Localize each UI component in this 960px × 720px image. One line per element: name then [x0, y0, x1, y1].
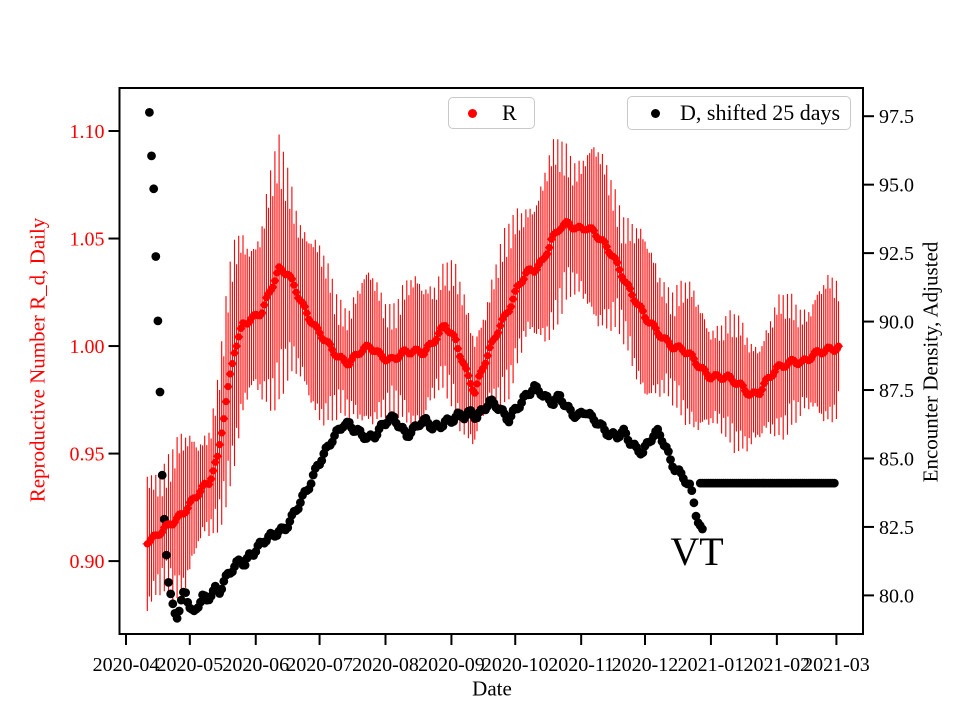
- state-annotation-vt: VT: [670, 529, 724, 574]
- svg-text:2020-07: 2020-07: [286, 654, 353, 676]
- svg-text:2021-01: 2021-01: [678, 654, 745, 676]
- red-series-dots: [142, 218, 844, 548]
- svg-text:2021-02: 2021-02: [744, 654, 811, 676]
- svg-text:97.5: 97.5: [879, 106, 914, 128]
- svg-text:2020-05: 2020-05: [156, 654, 223, 676]
- svg-text:92.5: 92.5: [879, 243, 914, 265]
- svg-text:0.90: 0.90: [70, 551, 105, 573]
- black-series-dots: [145, 108, 839, 623]
- svg-text:1.10: 1.10: [70, 121, 105, 143]
- svg-text:2020-08: 2020-08: [352, 654, 419, 676]
- legend-label: D, shifted 25 days: [680, 100, 841, 125]
- svg-text:87.5: 87.5: [879, 380, 914, 402]
- legend-entry-r: R: [448, 97, 535, 129]
- svg-text:2021-03: 2021-03: [803, 654, 870, 676]
- plot-border: [118, 87, 864, 635]
- svg-text:2020-10: 2020-10: [482, 654, 549, 676]
- legend-label: R: [502, 100, 517, 125]
- svg-text:82.5: 82.5: [879, 517, 914, 539]
- svg-text:2020-06: 2020-06: [222, 654, 289, 676]
- svg-text:1.00: 1.00: [70, 336, 105, 358]
- svg-text:85.0: 85.0: [879, 448, 914, 470]
- svg-text:2020-09: 2020-09: [418, 654, 485, 676]
- svg-text:90.0: 90.0: [879, 312, 914, 334]
- svg-text:0.95: 0.95: [70, 444, 105, 466]
- black-dot-marker-icon: [651, 108, 660, 118]
- y-right-ticks: 97.5 95.0 92.5 90.0 87.5 85.0 82.5 80.0: [863, 106, 914, 607]
- x-axis-label: Date: [472, 676, 512, 701]
- legend-entry-d-shifted: D, shifted 25 days: [627, 96, 851, 130]
- svg-text:2020-11: 2020-11: [548, 654, 614, 676]
- svg-text:80.0: 80.0: [879, 585, 914, 607]
- svg-text:1.05: 1.05: [70, 229, 105, 251]
- svg-text:2020-12: 2020-12: [612, 654, 679, 676]
- svg-text:2020-04: 2020-04: [93, 654, 160, 676]
- svg-text:95.0: 95.0: [879, 175, 914, 197]
- y-axis-label-right: Encounter Density, Adjusted: [918, 241, 943, 483]
- red-error-bars: [146, 134, 840, 611]
- red-dot-marker-icon: [468, 108, 477, 118]
- y-axis-label-left: Reproductive Number R_d, Daily: [25, 217, 50, 503]
- y-left-ticks: 1.10 1.05 1.00 0.95 0.90: [70, 121, 120, 573]
